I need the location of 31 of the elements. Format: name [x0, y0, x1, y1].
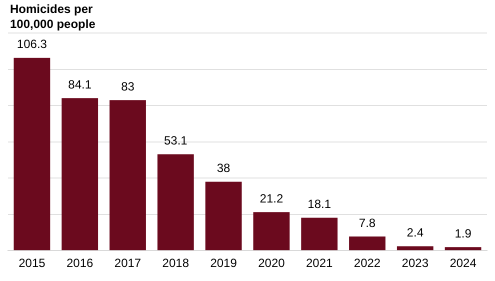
- bar: [110, 100, 146, 250]
- bar: [205, 182, 242, 250]
- x-tick-label: 2017: [114, 256, 142, 270]
- x-tick-label: 2023: [402, 256, 429, 270]
- bar: [14, 58, 50, 250]
- data-label: 84.1: [68, 77, 92, 92]
- bar: [396, 246, 434, 250]
- x-tick-label: 2021: [306, 256, 334, 270]
- bar: [253, 212, 290, 250]
- x-tick-label: 2018: [162, 256, 190, 270]
- bar: [301, 218, 338, 250]
- data-label: 1.9: [454, 226, 472, 240]
- data-label: 53.1: [164, 134, 188, 148]
- data-label: 2.4: [406, 226, 424, 240]
- y-axis-title: Homicides per 100,000 people: [10, 2, 96, 32]
- x-tick-label: 2015: [18, 256, 46, 270]
- data-label: 83: [121, 79, 135, 94]
- x-tick-label: 2016: [66, 256, 94, 270]
- bar: [349, 236, 386, 250]
- x-tick-label: 2019: [210, 256, 238, 270]
- data-label: 106.3: [16, 37, 48, 52]
- bar: [444, 247, 482, 250]
- bar: [157, 154, 194, 250]
- data-label: 7.8: [358, 216, 376, 230]
- x-tick-label: 2022: [354, 256, 381, 270]
- x-tick-label: 2024: [450, 256, 477, 270]
- data-label: 21.2: [260, 191, 284, 206]
- bar: [62, 98, 98, 250]
- data-label: 38: [216, 161, 231, 176]
- x-tick-label: 2020: [258, 256, 286, 270]
- data-label: 18.1: [308, 197, 332, 212]
